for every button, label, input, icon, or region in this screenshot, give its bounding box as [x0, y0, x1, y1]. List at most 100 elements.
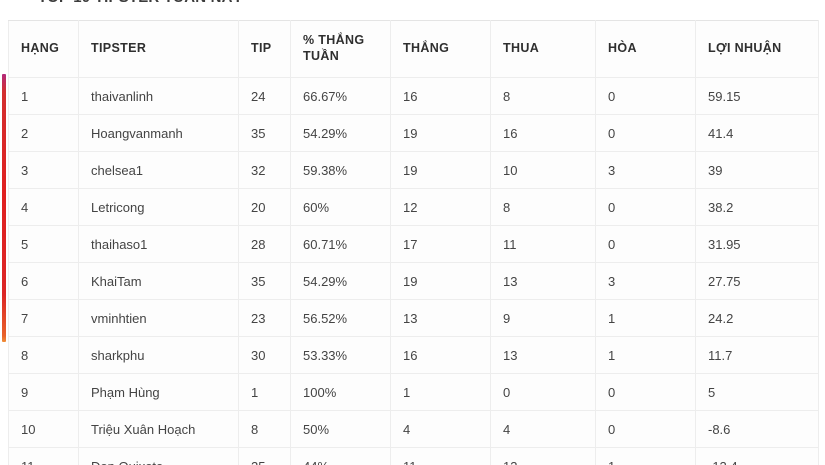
table-row[interactable]: 11Don Quixote2544%11131-12.4	[8, 447, 819, 465]
cell-wins: 12	[390, 188, 491, 226]
cell-profit: 41.4	[695, 114, 819, 152]
table-row[interactable]: 5 thaihaso1 28 60.71% 17 11 0 31.95	[8, 225, 819, 263]
table-row[interactable]: 7 vminhtien 23 56.52% 13 9 1 24.2	[8, 299, 819, 337]
table-row[interactable]: 6 KhaiTam 35 54.29% 19 13 3 27.75	[8, 262, 819, 300]
cell-wins: 16	[390, 336, 491, 374]
cell-profit: -12.4	[695, 447, 819, 465]
table-row[interactable]: 3 chelsea1 32 59.38% 19 10 3 39	[8, 151, 819, 189]
page-title: TOP 10 TIPSTER TUẦN NÀY	[38, 0, 243, 6]
cell-losses: 13	[490, 336, 596, 374]
table-row[interactable]: 4 Letricong 20 60% 12 8 0 38.2	[8, 188, 819, 226]
table-row[interactable]: 1 thaivanlinh 24 66.67% 16 8 0 59.15	[8, 77, 819, 115]
cell-draws: 0	[595, 410, 696, 448]
cell-profit: -8.6	[695, 410, 819, 448]
column-header-wins[interactable]: THẮNG	[390, 20, 491, 78]
cell-wins: 19	[390, 114, 491, 152]
cell-tip-count: 20	[238, 188, 291, 226]
cell-rank: 10	[8, 410, 79, 448]
cell-profit: 11.7	[695, 336, 819, 374]
cell-win-pct: 54.29%	[290, 262, 391, 300]
cell-tip-count: 23	[238, 299, 291, 337]
cell-win-pct: 59.38%	[290, 151, 391, 189]
cell-draws: 0	[595, 225, 696, 263]
cell-draws: 0	[595, 188, 696, 226]
cell-win-pct: 54.29%	[290, 114, 391, 152]
table-row[interactable]: 8 sharkphu 30 53.33% 16 13 1 11.7	[8, 336, 819, 374]
cell-wins: 13	[390, 299, 491, 337]
cell-wins: 19	[390, 262, 491, 300]
cell-profit: 39	[695, 151, 819, 189]
cell-win-pct: 50%	[290, 410, 391, 448]
cell-tip-count: 28	[238, 225, 291, 263]
cell-draws: 3	[595, 151, 696, 189]
cell-rank: 5	[8, 225, 79, 263]
cell-tip-count: 1	[238, 373, 291, 411]
cell-rank: 9	[8, 373, 79, 411]
cell-draws: 0	[595, 114, 696, 152]
cell-rank: 7	[8, 299, 79, 337]
cell-tipster: Phạm Hùng	[78, 373, 239, 411]
cell-rank: 3	[8, 151, 79, 189]
cell-losses: 4	[490, 410, 596, 448]
cell-losses: 13	[490, 262, 596, 300]
cell-wins: 4	[390, 410, 491, 448]
cell-profit: 38.2	[695, 188, 819, 226]
cell-losses: 8	[490, 77, 596, 115]
table-header: HẠNG TIPSTER TIP % THẮNG TUẦN THẮNG THUA…	[8, 20, 819, 78]
table-header-row: HẠNG TIPSTER TIP % THẮNG TUẦN THẮNG THUA…	[8, 20, 819, 78]
cell-losses: 10	[490, 151, 596, 189]
cell-win-pct: 60%	[290, 188, 391, 226]
cell-rank: 1	[8, 77, 79, 115]
leaderboard-table: HẠNG TIPSTER TIP % THẮNG TUẦN THẮNG THUA…	[8, 20, 819, 465]
cell-tipster: Hoangvanmanh	[78, 114, 239, 152]
cell-tip-count: 35	[238, 114, 291, 152]
cell-losses: 13	[490, 447, 596, 465]
cell-tipster: Letricong	[78, 188, 239, 226]
table-row[interactable]: 9 Phạm Hùng 1 100% 1 0 0 5	[8, 373, 819, 411]
cell-tipster: thaivanlinh	[78, 77, 239, 115]
column-header-win-pct[interactable]: % THẮNG TUẦN	[290, 20, 391, 78]
cell-draws: 0	[595, 373, 696, 411]
left-accent-bar	[2, 74, 6, 342]
cell-tipster: thaihaso1	[78, 225, 239, 263]
cell-tipster: vminhtien	[78, 299, 239, 337]
cell-draws: 0	[595, 77, 696, 115]
cell-tip-count: 32	[238, 151, 291, 189]
leaderboard-table-wrapper: HẠNG TIPSTER TIP % THẮNG TUẦN THẮNG THUA…	[8, 20, 819, 465]
cell-win-pct: 66.67%	[290, 77, 391, 115]
column-header-profit[interactable]: LỢI NHUẬN	[695, 20, 819, 78]
cell-wins: 11	[390, 447, 491, 465]
cell-profit: 5	[695, 373, 819, 411]
column-header-draws[interactable]: HÒA	[595, 20, 696, 78]
cell-profit: 59.15	[695, 77, 819, 115]
column-header-rank[interactable]: HẠNG	[8, 20, 79, 78]
cell-tipster: KhaiTam	[78, 262, 239, 300]
cell-draws: 1	[595, 336, 696, 374]
cell-wins: 1	[390, 373, 491, 411]
cell-wins: 19	[390, 151, 491, 189]
cell-win-pct: 56.52%	[290, 299, 391, 337]
table-row[interactable]: 2 Hoangvanmanh 35 54.29% 19 16 0 41.4	[8, 114, 819, 152]
column-header-tipster[interactable]: TIPSTER	[78, 20, 239, 78]
table-row[interactable]: 10 Triệu Xuân Hoạch 8 50% 4 4 0 -8.6	[8, 410, 819, 448]
cell-losses: 16	[490, 114, 596, 152]
cell-rank: 8	[8, 336, 79, 374]
table-body: 1 thaivanlinh 24 66.67% 16 8 0 59.15 2 Hoangvanma…	[8, 77, 819, 465]
cell-rank: 11	[8, 447, 79, 465]
cell-draws: 3	[595, 262, 696, 300]
cell-losses: 9	[490, 299, 596, 337]
cell-wins: 16	[390, 77, 491, 115]
cell-profit: 24.2	[695, 299, 819, 337]
cell-draws: 1	[595, 447, 696, 465]
cell-win-pct: 44%	[290, 447, 391, 465]
cell-win-pct: 53.33%	[290, 336, 391, 374]
cell-tipster: chelsea1	[78, 151, 239, 189]
cell-win-pct: 60.71%	[290, 225, 391, 263]
cell-win-pct: 100%	[290, 373, 391, 411]
column-header-losses[interactable]: THUA	[490, 20, 596, 78]
cell-losses: 11	[490, 225, 596, 263]
cell-wins: 17	[390, 225, 491, 263]
cell-tipster: Don Quixote	[78, 447, 239, 465]
column-header-tip[interactable]: TIP	[238, 20, 291, 78]
cell-losses: 8	[490, 188, 596, 226]
